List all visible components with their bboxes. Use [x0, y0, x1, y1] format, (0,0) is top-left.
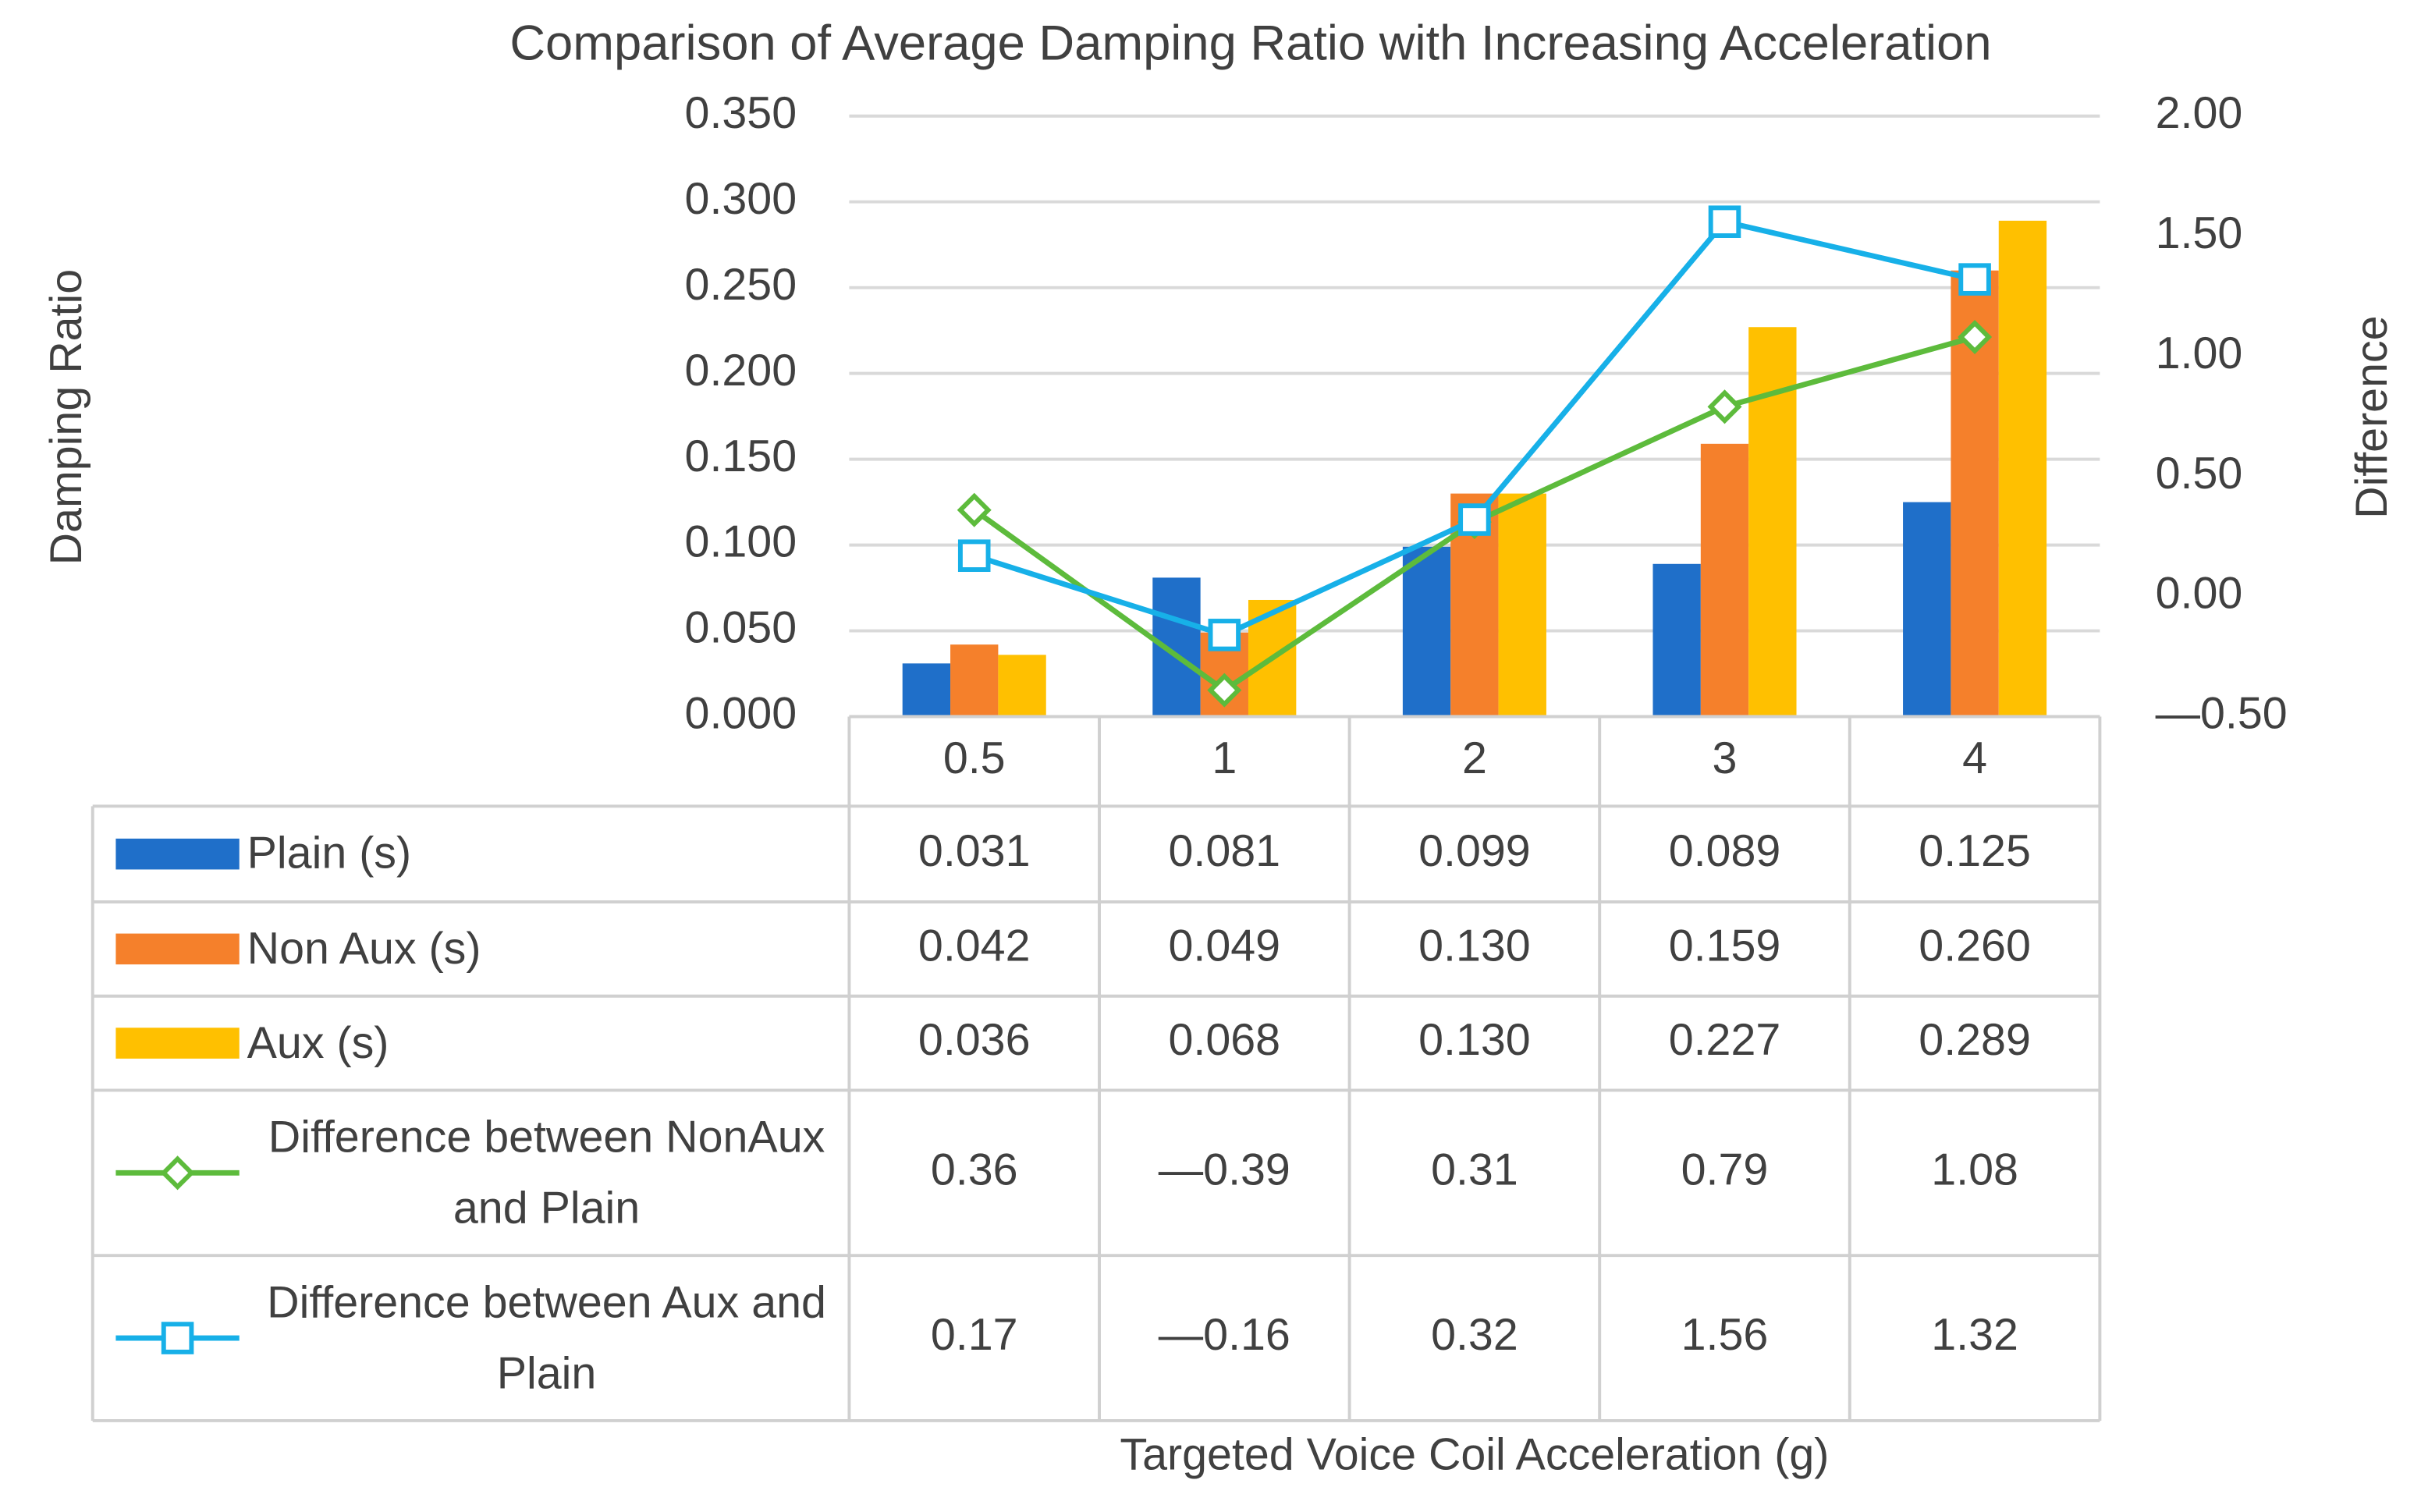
table-value: 0.130 — [1418, 921, 1531, 971]
table-value: 1.56 — [1681, 1310, 1769, 1360]
y2-tick-label: —0.50 — [2156, 689, 2288, 739]
y2-tick-label: 2.00 — [2156, 88, 2243, 138]
table-value: 0.031 — [918, 826, 1031, 876]
table-value: —0.16 — [1159, 1310, 1290, 1360]
y-tick-label: 0.300 — [685, 174, 797, 224]
legend-label: Non Aux (s) — [247, 924, 481, 974]
table-value: 0.130 — [1418, 1015, 1531, 1065]
bar — [1700, 443, 1749, 717]
legend-label: Aux (s) — [247, 1018, 389, 1068]
bar — [1652, 563, 1701, 717]
marker — [1208, 619, 1241, 651]
legend-text: Non Aux (s) — [247, 924, 481, 974]
legend-marker — [160, 1155, 195, 1191]
y-tick-label: 0.250 — [685, 260, 797, 310]
table-value: 0.79 — [1681, 1145, 1769, 1194]
x-tick-label: 4 — [1962, 733, 1987, 783]
bar — [998, 655, 1046, 717]
table-value: 0.159 — [1669, 921, 1781, 971]
table-value: 0.36 — [931, 1145, 1018, 1194]
marker — [957, 492, 992, 527]
legend-swatch — [115, 1028, 240, 1059]
table-value: 1.08 — [1931, 1145, 2018, 1194]
table-value: 0.17 — [931, 1310, 1018, 1360]
x-tick-label: 0.5 — [943, 733, 1006, 783]
y2-axis-label: Difference — [2347, 315, 2397, 518]
table-value: 0.099 — [1418, 826, 1531, 876]
y-tick-label: 0.350 — [685, 88, 797, 138]
y2-tick-label: 0.00 — [2156, 569, 2243, 619]
marker — [1458, 503, 1491, 536]
table-value: 0.036 — [918, 1015, 1031, 1065]
table-value: —0.39 — [1159, 1145, 1290, 1194]
y-tick-label: 0.000 — [685, 689, 797, 739]
table-value: 0.260 — [1919, 921, 2031, 971]
bar — [1152, 577, 1201, 717]
marker — [1958, 320, 1993, 355]
y2-tick-label: 0.50 — [2156, 449, 2243, 499]
y-axis-label: Damping Ratio — [41, 269, 91, 566]
chart-title: Comparison of Average Damping Ratio with… — [509, 16, 1991, 70]
legend-text: Plain (s) — [247, 829, 412, 879]
legend-label: Difference between Aux and Plain — [267, 1277, 826, 1399]
legend-text: Difference between NonAux and Plain — [268, 1113, 825, 1233]
y-tick-label: 0.100 — [685, 517, 797, 567]
legend-text: Aux (s) — [247, 1018, 389, 1068]
table-value: 0.089 — [1669, 826, 1781, 876]
legend-text: Difference between Aux and Plain — [267, 1277, 826, 1399]
table-value: 0.32 — [1431, 1310, 1518, 1360]
table-value: 0.068 — [1169, 1015, 1281, 1065]
marker — [1708, 205, 1741, 238]
x-axis-label: Targeted Voice Coil Acceleration (g) — [1120, 1430, 1829, 1480]
bar — [1748, 327, 1797, 717]
table-value: 0.289 — [1919, 1015, 2031, 1065]
table-value: 1.32 — [1931, 1310, 2018, 1360]
bar — [1998, 220, 2047, 717]
marker — [957, 539, 991, 573]
bar — [1402, 546, 1451, 717]
legend-label: Difference between NonAux and Plain — [268, 1113, 825, 1233]
bar — [950, 644, 999, 717]
bar — [1498, 493, 1546, 717]
marker — [1207, 673, 1242, 708]
bar — [1903, 502, 1951, 717]
legend-label: Plain (s) — [247, 829, 412, 879]
x-tick-label: 1 — [1212, 733, 1237, 783]
y-tick-label: 0.050 — [685, 603, 797, 653]
table-value: 0.125 — [1919, 826, 2031, 876]
table-value: 0.31 — [1431, 1145, 1518, 1194]
legend-marker — [161, 1322, 194, 1354]
x-tick-label: 3 — [1713, 733, 1738, 783]
x-tick-label: 2 — [1462, 733, 1487, 783]
y2-tick-label: 1.50 — [2156, 208, 2243, 258]
table-value: 0.227 — [1669, 1015, 1781, 1065]
table-value: 0.049 — [1169, 921, 1281, 971]
y-tick-label: 0.200 — [685, 346, 797, 396]
marker — [1707, 389, 1742, 424]
legend-swatch — [115, 933, 240, 965]
legend-swatch — [115, 838, 240, 870]
y-tick-label: 0.150 — [685, 431, 797, 481]
y2-tick-label: 1.00 — [2156, 328, 2243, 378]
bar — [902, 663, 951, 717]
table-value: 0.042 — [918, 921, 1031, 971]
marker — [1958, 263, 1991, 296]
table-value: 0.081 — [1169, 826, 1281, 876]
